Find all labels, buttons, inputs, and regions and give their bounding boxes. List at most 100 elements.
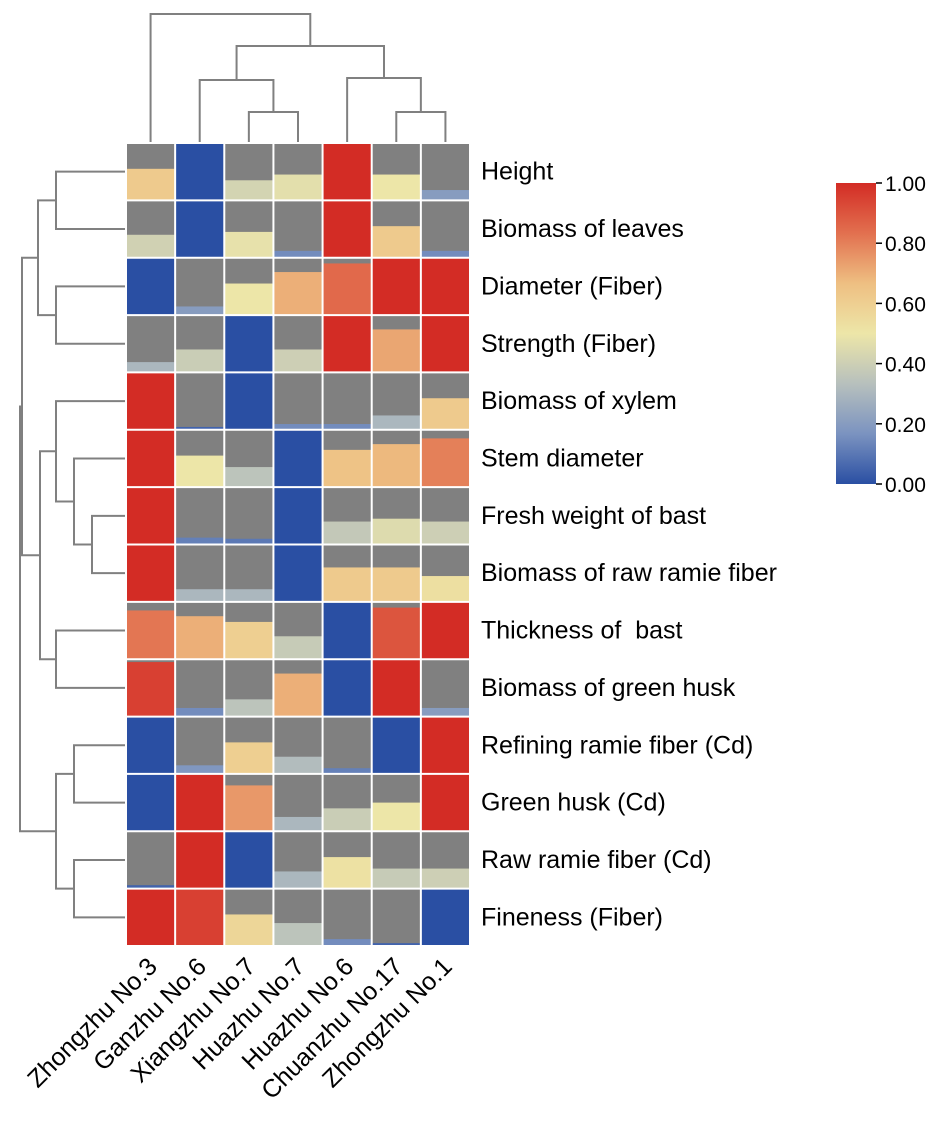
heatmap-cell-fill bbox=[371, 174, 421, 201]
heatmap-cell bbox=[273, 487, 323, 545]
dendrogram-link bbox=[235, 45, 385, 80]
heatmap-cell-fill bbox=[420, 250, 470, 258]
heatmap-cell-fill bbox=[420, 438, 470, 488]
heatmap-cell bbox=[273, 200, 323, 258]
colorbar-ticks: 1.00 0.80 0.60 0.40 0.20 0.00 bbox=[876, 173, 926, 497]
heatmap-cell-fill bbox=[273, 250, 323, 258]
heatmap-cell bbox=[420, 773, 470, 832]
heatmap-cell-fill bbox=[273, 544, 323, 602]
heatmap-cell-background bbox=[420, 659, 470, 717]
heatmap-cell-fill bbox=[322, 315, 372, 373]
heatmap-cell-fill bbox=[224, 785, 274, 832]
heatmap-cell-fill bbox=[126, 610, 176, 660]
heatmap-cell-fill bbox=[224, 231, 274, 258]
heatmap-cell-fill bbox=[273, 349, 323, 373]
heatmap-cell-fill bbox=[224, 589, 274, 602]
heatmap-cell bbox=[322, 257, 372, 316]
heatmap-cell-fill bbox=[322, 521, 372, 545]
heatmap-cell bbox=[224, 831, 274, 889]
heatmap-cell bbox=[126, 429, 176, 488]
heatmap-cell-fill bbox=[175, 306, 225, 316]
row-label: Green husk (Cd) bbox=[481, 789, 666, 817]
heatmap-cell-fill bbox=[420, 315, 470, 373]
heatmap-cell-fill bbox=[175, 143, 225, 201]
heatmap-cell bbox=[273, 716, 323, 774]
heatmap-cell bbox=[224, 257, 274, 316]
heatmap-cell bbox=[175, 429, 225, 488]
heatmap-cell bbox=[126, 315, 176, 373]
heatmap-cell bbox=[175, 544, 225, 602]
heatmap-cell-fill bbox=[126, 234, 176, 258]
heatmap-cell-background bbox=[322, 716, 372, 774]
heatmap-cell-fill bbox=[126, 773, 176, 832]
heatmap-cell bbox=[273, 888, 323, 946]
heatmap-cell bbox=[322, 544, 372, 602]
heatmap-cell-fill bbox=[322, 768, 372, 774]
colorbar: 1.00 0.80 0.60 0.40 0.20 0.00 bbox=[836, 173, 926, 497]
heatmap-cell bbox=[175, 831, 225, 889]
heatmap-cell-fill bbox=[126, 885, 176, 889]
dendrogram-link bbox=[55, 170, 126, 231]
heatmap-cell bbox=[126, 659, 176, 717]
heatmap-cell-fill bbox=[175, 200, 225, 258]
heatmap-cell-fill bbox=[420, 601, 470, 660]
heatmap-cell bbox=[175, 200, 225, 258]
heatmap-cell-fill bbox=[224, 283, 274, 316]
heatmap-cell-fill bbox=[273, 673, 323, 717]
heatmap-cell-fill bbox=[420, 716, 470, 774]
heatmap-cell-fill bbox=[175, 888, 225, 946]
heatmap-cell bbox=[371, 315, 421, 373]
row-dendrogram bbox=[19, 170, 126, 919]
heatmap-cell bbox=[175, 487, 225, 545]
heatmap-cell bbox=[224, 659, 274, 717]
heatmap-cell-fill bbox=[224, 467, 274, 488]
dendrogram-link bbox=[91, 514, 126, 575]
heatmap-cell bbox=[371, 716, 421, 774]
heatmap-cell bbox=[420, 544, 470, 602]
heatmap-cell-fill bbox=[322, 808, 372, 832]
heatmap-cell bbox=[420, 659, 470, 717]
dendrogram-link bbox=[55, 285, 126, 345]
dendrogram-link bbox=[247, 111, 299, 143]
heatmap-cell-fill bbox=[273, 756, 323, 774]
heatmap-cell-fill bbox=[175, 773, 225, 832]
heatmap-cell bbox=[322, 773, 372, 832]
heatmap-cell bbox=[322, 372, 372, 430]
colorbar-tick-label: 0.40 bbox=[885, 354, 926, 377]
heatmap-cell bbox=[420, 831, 470, 889]
heatmap-cell-fill bbox=[126, 662, 176, 717]
heatmap-cell-fill bbox=[126, 257, 176, 316]
heatmap-cell bbox=[371, 831, 421, 889]
heatmap-cell-fill bbox=[175, 831, 225, 889]
heatmap-cell-fill bbox=[175, 707, 225, 717]
colorbar-tick-label: 1.00 bbox=[885, 173, 926, 196]
heatmap-cell bbox=[126, 143, 176, 201]
heatmap-cell-fill bbox=[371, 257, 421, 316]
heatmap-cell bbox=[224, 601, 274, 660]
row-label: Strength (Fiber) bbox=[481, 330, 656, 358]
heatmap-cell-fill bbox=[273, 871, 323, 889]
heatmap-cell-background bbox=[322, 372, 372, 430]
heatmap-cell-background bbox=[420, 200, 470, 258]
heatmap-cell bbox=[224, 487, 274, 545]
row-label: Fresh weight of bast bbox=[481, 502, 706, 530]
heatmap-cell-background bbox=[273, 200, 323, 258]
heatmap-cell-fill bbox=[420, 888, 470, 946]
dendrogram-link bbox=[55, 400, 126, 503]
heatmap-cell bbox=[175, 773, 225, 832]
heatmap-cell bbox=[273, 143, 323, 201]
heatmap-cell-fill bbox=[322, 567, 372, 602]
heatmap-cell-fill bbox=[420, 707, 470, 717]
heatmap-cell-fill bbox=[273, 424, 323, 430]
heatmap-cell-fill bbox=[224, 538, 274, 545]
heatmap-cell-fill bbox=[273, 272, 323, 316]
heatmap-cell-background bbox=[175, 257, 225, 316]
heatmap-cell bbox=[224, 544, 274, 602]
heatmap-cell bbox=[322, 429, 372, 488]
colorbar-gradient bbox=[836, 183, 876, 484]
dendrogram-link bbox=[37, 199, 56, 317]
heatmap-cell bbox=[420, 257, 470, 316]
heatmap-cell-fill bbox=[126, 429, 176, 488]
